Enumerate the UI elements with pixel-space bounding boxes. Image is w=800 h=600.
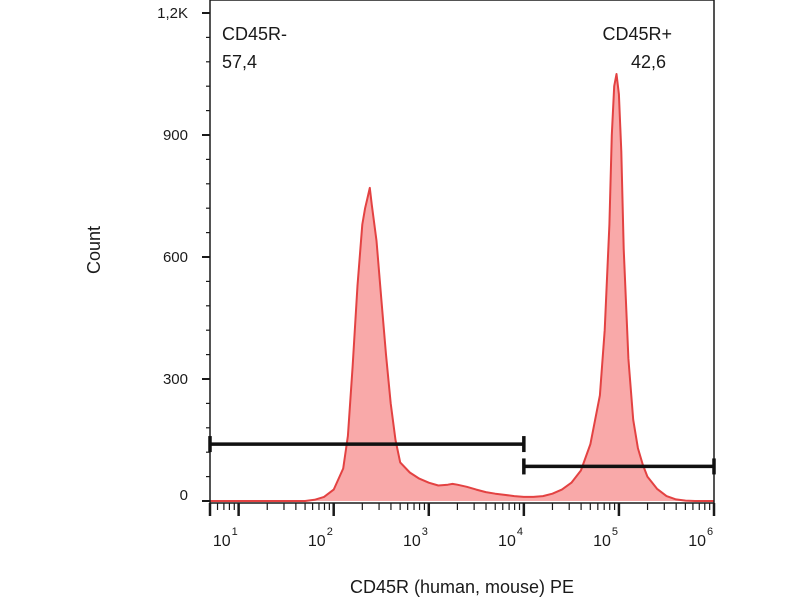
x-tick-exponent: 6 bbox=[707, 526, 713, 538]
plot-area bbox=[210, 73, 714, 502]
x-tick-exponent: 5 bbox=[612, 526, 618, 538]
gate-left-percent: 57,4 bbox=[222, 52, 257, 72]
y-tick-label: 1,2K bbox=[157, 5, 188, 22]
y-axis-label: Count bbox=[84, 226, 104, 274]
gate-left-name: CD45R- bbox=[222, 24, 287, 44]
y-tick-label: 600 bbox=[163, 249, 188, 266]
x-tick-label: 10 bbox=[403, 533, 421, 550]
x-tick-label: 10 bbox=[593, 533, 611, 550]
histogram-area-0 bbox=[210, 74, 714, 501]
x-tick-label: 10 bbox=[308, 533, 326, 550]
x-tick-exponent: 1 bbox=[232, 526, 238, 538]
x-tick-label: 10 bbox=[213, 533, 231, 550]
x-tick-label: 10 bbox=[498, 533, 516, 550]
x-tick-label: 10 bbox=[688, 533, 706, 550]
x-tick-exponent: 4 bbox=[517, 526, 523, 538]
x-tick-exponent: 3 bbox=[422, 526, 428, 538]
y-axis: 0 300 600 900 1,2K bbox=[157, 5, 210, 504]
x-tick-exponent: 2 bbox=[327, 526, 333, 538]
y-tick-label: 0 bbox=[180, 487, 188, 504]
y-tick-label: 300 bbox=[163, 371, 188, 388]
gate-right-percent: 42,6 bbox=[631, 52, 666, 72]
gates bbox=[208, 436, 716, 475]
x-axis-label: CD45R (human, mouse) PE bbox=[350, 577, 574, 597]
histogram-line-0 bbox=[210, 73, 714, 502]
y-tick-label: 900 bbox=[163, 127, 188, 144]
plot-frame bbox=[209, 0, 715, 504]
gate-right-name: CD45R+ bbox=[602, 24, 672, 44]
